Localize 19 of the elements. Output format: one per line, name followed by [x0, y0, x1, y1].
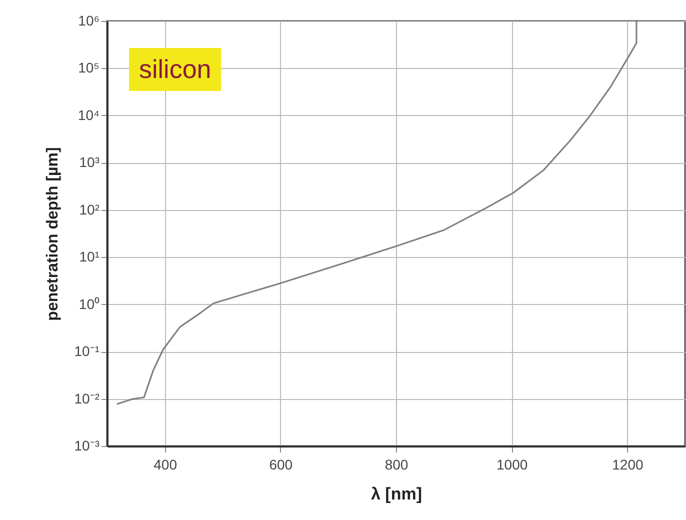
y-tick-label: 10¹ [79, 248, 100, 265]
y-tick-label: 10⁰ [78, 296, 100, 312]
line-series [116, 20, 638, 405]
x-tick-label: 1200 [612, 456, 644, 472]
y-tick-label: 10⁵ [78, 60, 100, 76]
x-tick-label: 1000 [496, 456, 528, 472]
x-axis-title: λ [nm] [371, 484, 422, 504]
y-tick-label: 10⁻³ [74, 438, 100, 454]
x-tick-label: 400 [154, 456, 178, 472]
annotation: silicon [129, 48, 222, 91]
y-tick-label: 10⁴ [78, 106, 100, 123]
y-tick-label: 10³ [79, 154, 100, 170]
y-tick-label: 10⁻² [74, 390, 100, 406]
y-tick-label: 10⁶ [78, 12, 100, 28]
y-tick-label: 10⁻¹ [74, 343, 100, 360]
x-tick-label: 600 [269, 456, 293, 472]
y-tick-label: 10² [79, 201, 100, 218]
x-tick-label: 800 [384, 456, 408, 472]
y-axis-title: penetration depth [µm] [44, 147, 62, 321]
